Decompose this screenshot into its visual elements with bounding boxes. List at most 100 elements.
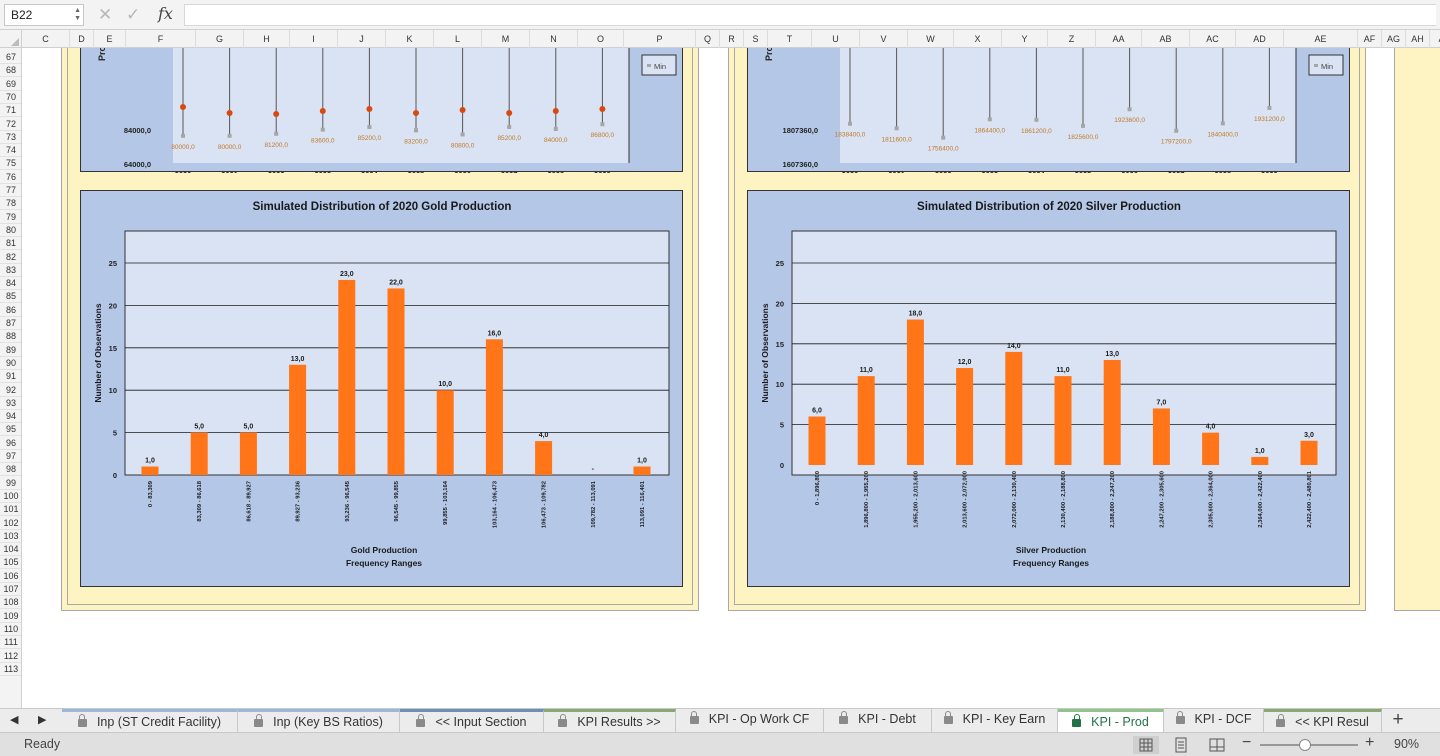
sheet-tab[interactable]: KPI - Op Work CF [676, 709, 824, 732]
column-header-cell[interactable]: AF [1358, 30, 1382, 48]
row-header-cell[interactable]: 73 [0, 131, 21, 144]
column-header-cell[interactable]: R [720, 30, 744, 48]
column-header-cell[interactable]: Z [1048, 30, 1096, 48]
row-header-cell[interactable]: 107 [0, 583, 21, 596]
row-header-cell[interactable]: 111 [0, 636, 21, 650]
column-header-cell[interactable]: U [812, 30, 860, 48]
sheet-tab[interactable]: Inp (ST Credit Facility) [62, 709, 238, 732]
row-header-cell[interactable]: 108 [0, 596, 21, 610]
row-header-cell[interactable]: 83 [0, 264, 21, 277]
row-header-cell[interactable]: 71 [0, 104, 21, 118]
column-header-cell[interactable]: T [768, 30, 812, 48]
row-header-cell[interactable]: 90 [0, 357, 21, 370]
row-header-cell[interactable]: 113 [0, 663, 21, 676]
normal-view-button[interactable] [1133, 736, 1159, 754]
column-header-cell[interactable]: K [386, 30, 434, 48]
column-header-cell[interactable]: E [94, 30, 126, 48]
row-header-cell[interactable]: 106 [0, 570, 21, 583]
column-header-cell[interactable]: AE [1284, 30, 1358, 48]
row-header-cell[interactable]: 88 [0, 330, 21, 344]
sheet-tab[interactable]: KPI - Key Earn [932, 709, 1058, 732]
row-header-cell[interactable]: 104 [0, 543, 21, 557]
column-header-cell[interactable]: L [434, 30, 482, 48]
zoom-out-button[interactable]: − [1242, 734, 1252, 751]
zoom-in-button[interactable]: + [1365, 734, 1375, 751]
page-layout-button[interactable] [1168, 736, 1194, 754]
row-header-cell[interactable]: 110 [0, 623, 21, 636]
page-break-preview-button[interactable] [1204, 736, 1230, 754]
row-header-cell[interactable]: 98 [0, 463, 21, 477]
column-header-cell[interactable]: AH [1406, 30, 1430, 48]
gold-production-range-chart[interactable]: Pro 84000,0 64000,0 Min 80000,0 2020 80000,0 20… [80, 48, 683, 200]
cancel-icon[interactable]: ✕ [98, 5, 113, 24]
sheet-tab[interactable]: KPI - Prod [1058, 709, 1164, 732]
column-header-cell[interactable]: C [22, 30, 70, 48]
row-header-cell[interactable]: 85 [0, 290, 21, 304]
gold-histogram-chart[interactable]: Simulated Distribution of 2020 Gold Prod… [80, 190, 683, 587]
insert-function-icon[interactable]: fx [158, 4, 173, 23]
row-header-cell[interactable]: 92 [0, 384, 21, 397]
formula-input[interactable] [184, 4, 1436, 26]
row-header-cell[interactable]: 76 [0, 171, 21, 184]
column-header-cell[interactable]: AD [1236, 30, 1284, 48]
column-header-cell[interactable]: F [126, 30, 196, 48]
column-header-cell[interactable]: P [624, 30, 696, 48]
column-header-cell[interactable]: J [338, 30, 386, 48]
column-header-cell[interactable]: M [482, 30, 530, 48]
row-header-cell[interactable]: 70 [0, 91, 21, 104]
row-header-cell[interactable]: 82 [0, 251, 21, 264]
row-header-cell[interactable]: 112 [0, 650, 21, 663]
row-header-cell[interactable]: 102 [0, 517, 21, 530]
row-header-cell[interactable]: 68 [0, 64, 21, 78]
row-header-cell[interactable]: 80 [0, 224, 21, 237]
row-header-cell[interactable]: 84 [0, 277, 21, 291]
column-header-cell[interactable]: W [908, 30, 954, 48]
sheet-tab[interactable]: << Input Section [400, 709, 544, 732]
name-box[interactable]: B22 ▲ ▼ [4, 4, 84, 26]
silver-production-range-chart[interactable]: Pro 1807360,0 1607360,0 Min 1838400,0 2020 181… [747, 48, 1350, 200]
row-header-cell[interactable]: 97 [0, 450, 21, 463]
row-header-cell[interactable]: 101 [0, 503, 21, 517]
row-header-cell[interactable]: 86 [0, 304, 21, 317]
column-header-cell[interactable]: Y [1002, 30, 1048, 48]
sheet-tab[interactable]: << KPI Resul [1264, 709, 1382, 732]
row-header-cell[interactable]: 69 [0, 78, 21, 91]
row-header-cell[interactable]: 77 [0, 184, 21, 197]
row-header-cell[interactable]: 99 [0, 477, 21, 490]
row-header-cell[interactable]: 91 [0, 370, 21, 384]
next-sheet-icon[interactable]: ▶ [38, 714, 47, 726]
row-header-cell[interactable]: 109 [0, 610, 21, 623]
row-header-cell[interactable]: 100 [0, 490, 21, 503]
silver-histogram-chart[interactable]: Simulated Distribution of 2020 Silver Pr… [747, 190, 1350, 587]
sheet-tab[interactable]: Inp (Key BS Ratios) [238, 709, 400, 732]
column-header-cell[interactable]: D [70, 30, 94, 48]
row-header-cell[interactable]: 75 [0, 157, 21, 171]
column-header-cell[interactable]: I [290, 30, 338, 48]
row-header-cell[interactable]: 93 [0, 397, 21, 410]
enter-check-icon[interactable]: ✓ [126, 5, 141, 24]
column-header-cell[interactable]: AB [1142, 30, 1190, 48]
add-sheet-button[interactable]: + [1392, 709, 1404, 730]
column-header-cell[interactable]: A [1430, 30, 1440, 48]
column-header-cell[interactable]: AA [1096, 30, 1142, 48]
column-header-cell[interactable]: V [860, 30, 908, 48]
sheet-tab[interactable]: KPI - Debt [824, 709, 932, 732]
row-header-cell[interactable]: 67 [0, 51, 21, 64]
column-header-cell[interactable]: O [578, 30, 624, 48]
column-header-cell[interactable]: N [530, 30, 578, 48]
row-header-cell[interactable]: 103 [0, 530, 21, 543]
sheet-tab[interactable]: KPI - DCF [1164, 709, 1264, 732]
select-all-corner[interactable] [0, 30, 22, 48]
column-header-cell[interactable]: X [954, 30, 1002, 48]
column-header-cell[interactable]: AG [1382, 30, 1406, 48]
row-header-cell[interactable]: 87 [0, 317, 21, 330]
name-box-dropdown-icon[interactable]: ▲ ▼ [74, 7, 81, 22]
row-header-cell[interactable]: 81 [0, 237, 21, 251]
column-header-cell[interactable]: G [196, 30, 244, 48]
column-header-cell[interactable]: H [244, 30, 290, 48]
row-header-cell[interactable]: 105 [0, 556, 21, 570]
column-header-cell[interactable]: AC [1190, 30, 1236, 48]
row-header-cell[interactable]: 79 [0, 211, 21, 224]
row-header-cell[interactable]: 95 [0, 423, 21, 437]
prev-sheet-icon[interactable]: ◀ [10, 714, 19, 726]
